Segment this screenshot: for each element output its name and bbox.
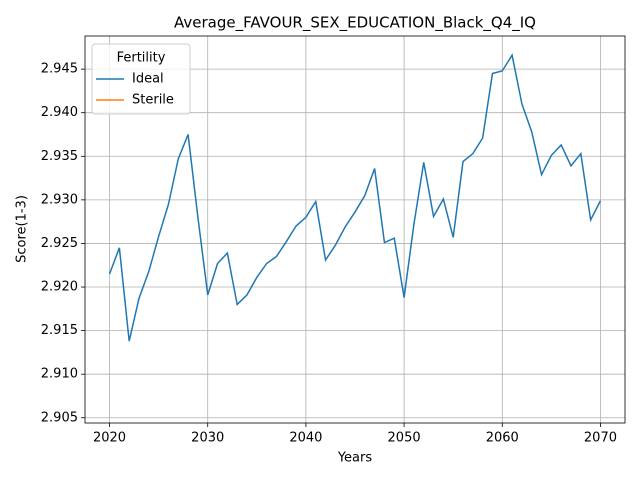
y-tick-label: 2.905 [41,410,78,425]
x-tick-label: 2020 [93,431,126,446]
legend-title: Fertility [117,51,166,66]
y-tick-label: 2.935 [41,149,78,164]
chart-title: Average_FAVOUR_SEX_EDUCATION_Black_Q4_IQ [174,14,536,33]
x-axis-label: Years [337,451,373,466]
x-tick-label: 2030 [191,431,224,446]
y-tick-label: 2.945 [41,62,78,77]
x-tick-label: 2040 [289,431,322,446]
legend-box [91,43,191,115]
legend-label: Sterile [132,93,174,108]
y-tick-label: 2.920 [41,280,78,295]
y-tick-label: 2.910 [41,367,78,382]
y-tick-label: 2.940 [41,105,78,120]
x-tick-label: 2070 [584,431,617,446]
y-tick-label: 2.925 [41,236,78,251]
plot-frame [84,35,626,424]
y-tick-label: 2.930 [41,192,78,207]
y-tick-label: 2.915 [41,323,78,338]
x-tick-label: 2050 [388,431,421,446]
line-series [108,53,602,342]
y-axis-label: Score(1-3) [15,195,30,263]
legend-label: Ideal [132,72,164,87]
x-tick-label: 2060 [486,431,519,446]
